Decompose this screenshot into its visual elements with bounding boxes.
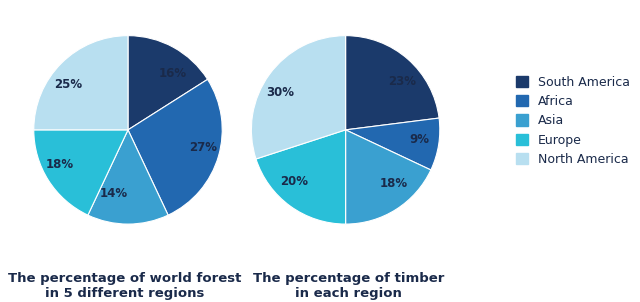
Wedge shape <box>256 130 346 224</box>
Text: 23%: 23% <box>388 75 416 88</box>
Wedge shape <box>252 36 346 159</box>
Text: 25%: 25% <box>54 78 83 91</box>
Text: 30%: 30% <box>266 86 294 99</box>
Text: 9%: 9% <box>409 133 429 146</box>
Text: The percentage of timber
in each region: The percentage of timber in each region <box>253 272 445 300</box>
Wedge shape <box>346 130 431 224</box>
Text: 14%: 14% <box>100 188 128 201</box>
Wedge shape <box>346 36 439 130</box>
Wedge shape <box>128 79 222 215</box>
Legend: South America, Africa, Asia, Europe, North America: South America, Africa, Asia, Europe, Nor… <box>512 72 634 169</box>
Wedge shape <box>88 130 168 224</box>
Text: 27%: 27% <box>189 141 218 154</box>
Wedge shape <box>346 118 440 170</box>
Text: 18%: 18% <box>46 158 74 171</box>
Text: 16%: 16% <box>159 67 187 80</box>
Text: The percentage of world forest
in 5 different regions: The percentage of world forest in 5 diff… <box>8 272 241 300</box>
Wedge shape <box>34 36 128 130</box>
Text: 18%: 18% <box>380 178 408 191</box>
Text: 20%: 20% <box>280 175 308 188</box>
Wedge shape <box>34 130 128 215</box>
Wedge shape <box>128 36 207 130</box>
